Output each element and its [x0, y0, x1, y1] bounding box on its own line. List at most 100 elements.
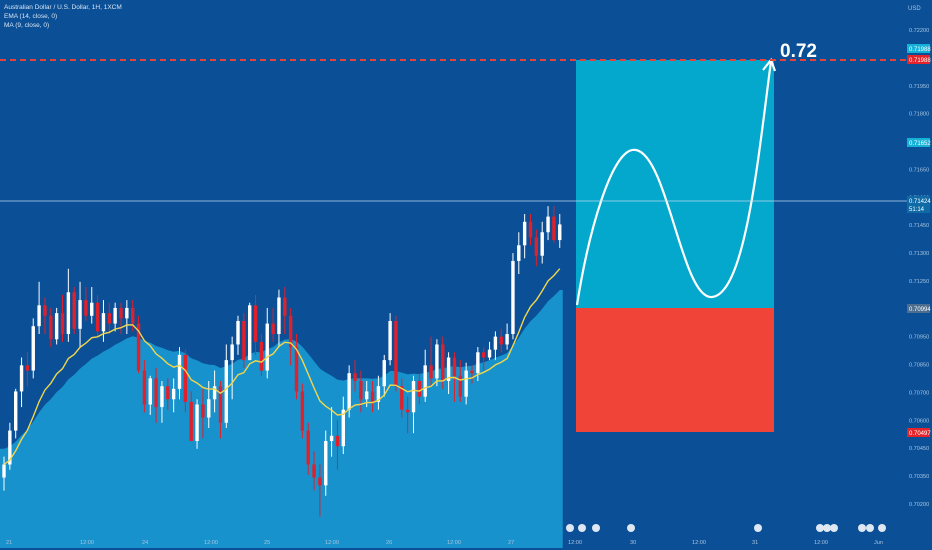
flag-icon[interactable]	[816, 524, 824, 532]
candle-body	[8, 430, 12, 465]
candle-body	[300, 391, 305, 431]
candle-body	[458, 375, 462, 397]
candle-body	[119, 307, 123, 319]
candle-body	[136, 323, 141, 371]
flag-icon[interactable]	[866, 524, 874, 532]
candle-layer	[2, 206, 562, 517]
candle-body	[552, 216, 556, 241]
ma-legend[interactable]: MA (9, close, 0)	[4, 22, 50, 29]
candle-body	[171, 388, 176, 400]
y-tick-label: 0.70200	[909, 502, 929, 508]
gray-tag	[907, 304, 930, 313]
x-tick-label: 21	[6, 540, 12, 546]
y-tick-label: 0.71450	[909, 223, 929, 229]
y-tick-label: 0.71650	[909, 167, 929, 173]
flag-icon[interactable]	[627, 524, 635, 532]
candle-body	[417, 380, 422, 397]
candle-body	[66, 292, 71, 335]
candle-body	[283, 297, 287, 316]
flag-icon[interactable]	[578, 524, 586, 532]
candle-body	[318, 477, 322, 486]
x-tick-label: 27	[508, 540, 514, 546]
candle-body	[107, 313, 111, 324]
candle-body	[370, 391, 375, 402]
flag-icon[interactable]	[823, 524, 831, 532]
candle-body	[113, 307, 117, 324]
flag-icon[interactable]	[878, 524, 886, 532]
candle-body	[19, 365, 24, 392]
flag-icon[interactable]	[592, 524, 600, 532]
x-tick-label: 12:00	[814, 540, 828, 546]
event-icons	[566, 524, 886, 532]
flag-icon[interactable]	[566, 524, 574, 532]
candle-body	[382, 360, 386, 387]
candle-body	[25, 365, 30, 371]
candle-body	[259, 341, 264, 371]
x-tick-label: 12:00	[568, 540, 582, 546]
time-axis[interactable]: 21 12:00 24 12:00 25 12:00 26 12:00 27 12:00 30 12:…	[6, 540, 883, 546]
candle-body	[72, 292, 76, 329]
y-tick-label: 0.70450	[909, 446, 929, 452]
candle-body	[540, 232, 544, 256]
candle-body	[43, 305, 47, 316]
flag-icon[interactable]	[830, 524, 838, 532]
candle-body	[365, 391, 369, 400]
candle-body	[558, 224, 562, 241]
candle-body	[49, 315, 53, 340]
candle-body	[101, 313, 106, 332]
candle-body	[441, 344, 445, 381]
candle-body	[31, 326, 35, 371]
y-tick-label: 0.70950	[909, 335, 929, 341]
candle-body	[230, 344, 234, 361]
target-zone[interactable]	[576, 60, 774, 308]
candle-body	[546, 216, 550, 233]
candle-body	[90, 302, 94, 316]
x-tick-label: 25	[264, 540, 270, 546]
candle-body	[95, 302, 100, 332]
x-tick-label: 30	[630, 540, 636, 546]
candle-body	[517, 245, 521, 261]
candle-body	[224, 360, 228, 423]
ema-legend[interactable]: EMA (14, close, 0)	[4, 13, 58, 20]
y-tick-label: 0.70850	[909, 363, 929, 369]
candle-body	[288, 315, 293, 348]
candle-body	[142, 370, 147, 405]
flag-icon[interactable]	[754, 524, 762, 532]
y-tick-label: 0.71250	[909, 279, 929, 285]
candle-body	[505, 334, 509, 345]
target-label: 0.72	[780, 41, 817, 62]
candle-body	[306, 430, 310, 465]
candle-body	[411, 380, 416, 413]
x-tick-label: 26	[386, 540, 392, 546]
bottom-red-tag	[907, 428, 930, 437]
symbol-title[interactable]: Australian Dollar / U.S. Dollar, 1H, 1XC…	[4, 4, 122, 11]
candle-body	[499, 336, 503, 345]
candle-body	[218, 386, 223, 423]
candle-body	[464, 370, 468, 397]
top-cyan-tag	[907, 44, 930, 53]
candle-body	[522, 221, 527, 246]
candle-body	[329, 435, 334, 442]
candle-body	[166, 386, 170, 400]
x-tick-label: 12:00	[692, 540, 706, 546]
candle-body	[446, 357, 451, 381]
candle-body	[54, 313, 59, 340]
top-cyan-tag-text: 0.71988	[909, 47, 931, 53]
candle-body	[212, 386, 217, 400]
y-tick-label: 0.70600	[909, 418, 929, 424]
candle-body	[394, 320, 398, 387]
ema-line	[3, 268, 561, 466]
candle-body	[207, 399, 211, 418]
mid-cyan-tag-text: 0.71652	[909, 141, 931, 147]
x-tick-label: 12:00	[204, 540, 218, 546]
flag-icon[interactable]	[858, 524, 866, 532]
candle-body	[359, 380, 363, 400]
stop-zone[interactable]	[576, 308, 774, 432]
y-tick-label: 0.71300	[909, 251, 929, 257]
candle-body	[482, 352, 486, 358]
candle-body	[324, 441, 328, 486]
candle-body	[131, 307, 135, 324]
candle-body	[335, 435, 340, 447]
